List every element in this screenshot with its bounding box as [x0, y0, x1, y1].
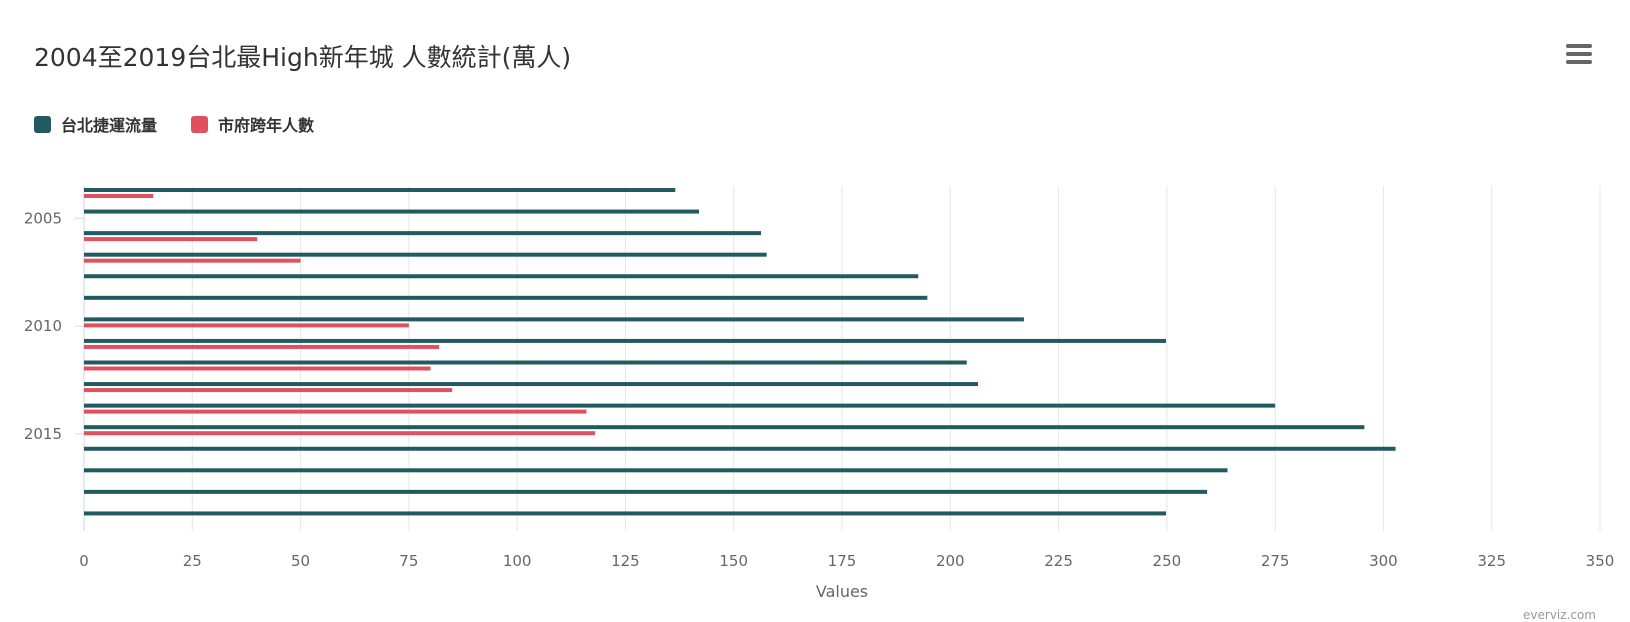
bar-metro-2009: [84, 295, 928, 300]
x-tick-label-275: 275: [1261, 552, 1290, 570]
bar-metro-2014: [84, 403, 1276, 408]
legend-label-cityhall: 市府跨年人數: [218, 116, 315, 135]
bar-metro-2013: [84, 382, 979, 387]
bar-metro-2010: [84, 317, 1024, 322]
x-tick-label-100: 100: [503, 552, 532, 570]
x-tick-label-25: 25: [183, 552, 202, 570]
bar-cityhall-2013: [84, 388, 453, 393]
bar-metro-2011: [84, 338, 1166, 343]
bar-cityhall-2010: [84, 323, 409, 328]
bar-cityhall-2006: [84, 237, 258, 242]
x-tick-label-225: 225: [1044, 552, 1073, 570]
x-tick-label-50: 50: [291, 552, 310, 570]
x-axis-label: Values: [816, 582, 868, 601]
hamburger-menu-icon[interactable]: [1566, 44, 1592, 68]
legend-item-cityhall[interactable]: 市府跨年人數: [191, 112, 314, 136]
x-tick-label-125: 125: [611, 552, 640, 570]
bar-cityhall-2015: [84, 431, 596, 436]
legend-item-metro[interactable]: 台北捷運流量: [34, 112, 157, 136]
chart-title: 2004至2019台北最High新年城 人數統計(萬人): [34, 43, 572, 72]
x-tick-label-150: 150: [719, 552, 748, 570]
legend-label-metro: 台北捷運流量: [61, 116, 158, 135]
legend-swatch-metro: [34, 115, 51, 133]
legend: 台北捷運流量 市府跨年人數: [34, 112, 314, 136]
x-tick-label-75: 75: [399, 552, 418, 570]
bar-metro-2017: [84, 468, 1228, 473]
bar-cityhall-2004: [84, 194, 154, 198]
bar-cityhall-2011: [84, 344, 440, 349]
credit-link[interactable]: everviz.com: [1523, 608, 1596, 622]
x-tick-label-350: 350: [1586, 552, 1615, 570]
bar-metro-2016: [84, 446, 1396, 451]
bar-cityhall-2012: [84, 366, 431, 371]
y-tick-label-2015: 2015: [24, 425, 62, 443]
bar-metro-2004: [84, 188, 676, 192]
x-tick-label-300: 300: [1369, 552, 1398, 570]
bar-metro-2006: [84, 231, 762, 236]
bar-metro-2007: [84, 252, 767, 257]
bar-metro-2019: [84, 511, 1166, 516]
x-tick-label-325: 325: [1477, 552, 1506, 570]
bar-metro-2015: [84, 425, 1365, 430]
x-tick-label-200: 200: [936, 552, 965, 570]
bar-metro-2008: [84, 274, 919, 279]
bar-cityhall-2014: [84, 409, 587, 414]
x-tick-label-250: 250: [1153, 552, 1182, 570]
bar-cityhall-2007: [84, 258, 301, 263]
x-tick-label-0: 0: [79, 552, 89, 570]
bar-metro-2012: [84, 360, 967, 365]
bar-metro-2005: [84, 209, 700, 214]
x-tick-label-175: 175: [828, 552, 857, 570]
y-tick-label-2010: 2010: [24, 317, 62, 335]
legend-swatch-cityhall: [191, 115, 209, 133]
bar-metro-2018: [84, 489, 1208, 494]
y-tick-label-2005: 2005: [24, 209, 62, 227]
